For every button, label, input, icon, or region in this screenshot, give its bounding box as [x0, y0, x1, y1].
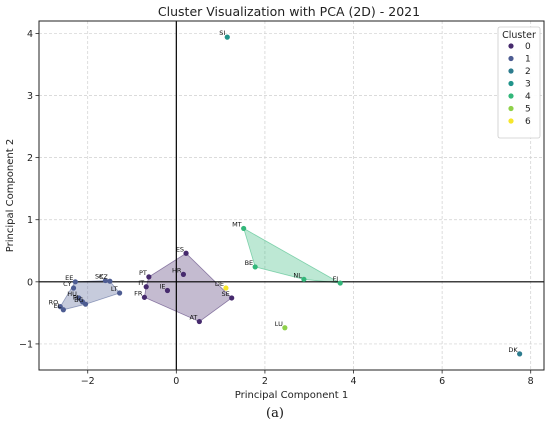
y-axis-label: Principal Component 2	[5, 139, 16, 252]
point-label: BE	[245, 259, 254, 267]
y-tick-label: −1	[19, 339, 33, 350]
point-label: EL	[54, 302, 62, 310]
point-it	[143, 284, 149, 290]
cluster-4-hull	[243, 227, 341, 284]
point-at	[196, 318, 202, 325]
point-label: CY	[63, 280, 71, 288]
point-hu	[76, 295, 82, 301]
point-de	[223, 285, 229, 291]
point-label: SE	[221, 290, 229, 298]
legend-marker-2	[508, 68, 514, 74]
point-pt	[146, 274, 152, 280]
point-el	[60, 307, 66, 313]
point-label: LU	[275, 320, 283, 328]
point-ee	[72, 279, 78, 285]
x-tick-label: 4	[350, 376, 356, 387]
x-tick-label: −2	[81, 376, 95, 387]
point-lt	[117, 290, 123, 296]
point-si	[224, 34, 230, 40]
y-tick-label: 0	[27, 277, 33, 288]
point-label: BG	[74, 296, 83, 304]
point-label: NL	[293, 271, 302, 279]
point-cy	[70, 285, 77, 291]
axis-ticks: −2 0 2 4 6 8 −1 0 1 2 3 4	[19, 29, 534, 387]
legend: Cluster 0 1 2 3 4 5 6	[497, 26, 541, 139]
legend-marker-1	[508, 55, 514, 62]
cluster-pca-chart: Cluster Visualization with PCA (2D) - 20…	[5, 4, 545, 400]
point-be	[252, 264, 258, 270]
point-label: DE	[215, 280, 224, 288]
legend-label: 5	[525, 105, 531, 115]
plot-area-frame	[38, 20, 545, 371]
legend-label: 3	[525, 80, 531, 90]
point-hr	[180, 271, 187, 277]
point-mt	[241, 225, 247, 232]
point-label: MT	[232, 220, 242, 228]
x-tick-label: 0	[173, 376, 179, 387]
point-label: RO	[49, 299, 59, 307]
point-lu	[282, 325, 288, 331]
point-label: CZ	[99, 273, 109, 281]
point-ie	[164, 287, 171, 294]
point-se	[229, 295, 235, 301]
legend-marker-3	[508, 80, 514, 87]
y-tick-label: 4	[27, 29, 33, 40]
point-label: FI	[333, 275, 339, 283]
point-label: SK	[95, 273, 104, 281]
point-label: HU	[67, 290, 77, 298]
point-label: IT	[138, 279, 144, 287]
point-label: AT	[189, 314, 197, 322]
legend-marker-4	[508, 93, 514, 99]
y-tick-label: 2	[27, 153, 33, 164]
legend-box	[497, 26, 541, 139]
chart-title: Cluster Visualization with PCA (2D) - 20…	[158, 4, 420, 19]
point-nl	[301, 276, 307, 282]
point-label: HR	[172, 266, 182, 274]
point-label: SI	[219, 29, 225, 37]
legend-title: Cluster	[502, 30, 536, 41]
legend-entries: 0 1 2 3 4 5 6	[508, 42, 531, 127]
point-es	[183, 250, 189, 256]
y-tick-label: 1	[27, 215, 33, 226]
point-dk	[517, 351, 523, 357]
point-fi	[337, 280, 343, 286]
y-tick-label: 3	[27, 91, 33, 102]
point-label: IE	[159, 283, 165, 291]
x-tick-label: 6	[439, 376, 445, 387]
point-bg	[82, 301, 89, 307]
figure-caption: (a)	[266, 406, 284, 421]
legend-marker-5	[508, 105, 514, 112]
point-label: DK	[508, 346, 518, 354]
legend-marker-6	[508, 118, 514, 124]
x-tick-label: 2	[262, 376, 268, 387]
legend-label: 0	[525, 42, 531, 52]
grid-lines	[39, 21, 544, 370]
point-fr	[141, 294, 148, 300]
point-label: ES	[176, 245, 184, 253]
point-label: EE	[65, 274, 73, 282]
point-label: LT	[111, 285, 118, 293]
point-cz	[107, 278, 113, 284]
zero-lines	[39, 21, 544, 370]
legend-label: 2	[525, 67, 531, 77]
legend-label: 6	[525, 117, 531, 127]
point-sk	[102, 277, 109, 284]
x-tick-label: 8	[528, 376, 534, 387]
legend-label: 4	[525, 92, 531, 102]
x-axis-label: Principal Component 1	[235, 390, 348, 400]
point-label: PL	[73, 294, 81, 302]
point-label: PT	[139, 269, 147, 277]
legend-label: 1	[525, 55, 531, 65]
point-label: FR	[134, 289, 143, 297]
legend-marker-0	[508, 43, 514, 49]
